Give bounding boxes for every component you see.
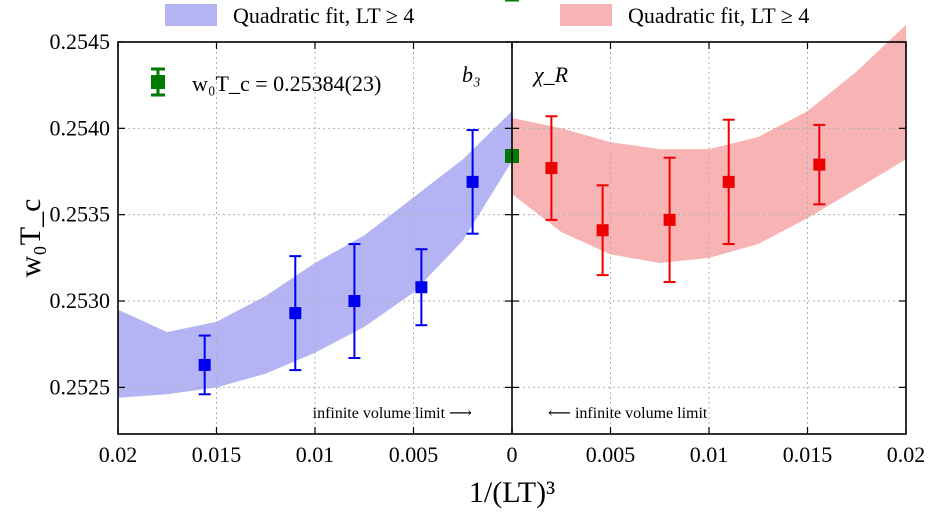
y-tick-label: 0.2540 [50, 115, 111, 140]
annotation-left: infinite volume limit ⟶ [313, 405, 472, 422]
y-tick-label: 0.2545 [50, 29, 111, 54]
data-point [722, 175, 735, 188]
legend-swatch-red-band [560, 4, 612, 26]
x-tick-label: 0.02 [887, 442, 926, 467]
y-tick-label: 0.2525 [50, 374, 111, 399]
x-tick-label: 0 [507, 442, 518, 467]
panel-label-b3: b₃ [462, 62, 481, 87]
x-tick-label: 0.005 [389, 442, 439, 467]
fit-band-panel-1 [118, 111, 512, 398]
data-point [663, 213, 676, 226]
legend-label-blue-band: Quadratic fit, LT ≥ 4 [233, 3, 414, 28]
y-tick-label: 0.2530 [50, 288, 111, 313]
x-tick-label: 0.015 [192, 442, 242, 467]
y-axis-label: w₀T_c [14, 199, 47, 278]
result-marker-square [151, 75, 165, 89]
axis-ticks: 0.02 0.015 0.01 0.005 0 0.005 0.01 0.015 0.02 0.2… [50, 29, 926, 467]
data-point [596, 224, 609, 237]
legend: Quadratic fit, LT ≥ 4 Quadratic fit, LT … [165, 3, 809, 28]
result-label: w₀T_c = 0.25384(23) [192, 71, 381, 96]
x-tick-label: 0.01 [690, 442, 729, 467]
legend-swatch-blue-band [165, 4, 217, 26]
panel-label-chi-r: χ_R [532, 62, 569, 87]
grid-lines [118, 42, 906, 434]
data-points [198, 0, 826, 396]
x-tick-label: 0.01 [296, 442, 335, 467]
legend-label-red-band: Quadratic fit, LT ≥ 4 [628, 3, 809, 28]
data-point [198, 358, 211, 371]
x-tick-label: 0.015 [783, 442, 833, 467]
data-point [289, 307, 302, 320]
x-tick-label: 0.005 [586, 442, 636, 467]
result-marker [151, 67, 165, 97]
data-point [348, 295, 361, 308]
data-point [545, 162, 558, 175]
annotation-right: ⟵ infinite volume limit [548, 405, 708, 422]
data-point [813, 158, 826, 171]
x-axis-label: 1/(LT)³ [469, 476, 555, 509]
data-point [415, 281, 428, 294]
x-tick-label: 0.02 [99, 442, 138, 467]
data-point [466, 175, 479, 188]
y-tick-label: 0.2535 [50, 202, 111, 227]
